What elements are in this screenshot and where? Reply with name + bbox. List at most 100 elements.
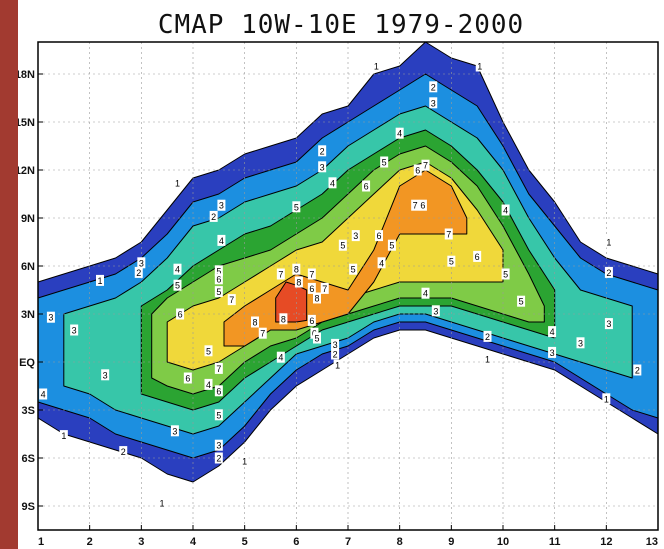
contour-label-box xyxy=(501,268,510,280)
contour-label: 8 xyxy=(294,265,299,275)
y-tick-label: EQ xyxy=(19,357,35,369)
contour-label-box xyxy=(604,318,613,330)
contour-label: 2 xyxy=(320,146,325,156)
contour-label: 4 xyxy=(397,129,402,139)
x-tick-label: 12 xyxy=(600,536,612,548)
contour-label: 5 xyxy=(503,270,508,280)
contour-label-box xyxy=(517,295,526,307)
contour-label-box xyxy=(307,268,316,280)
contour-label-box xyxy=(418,199,427,211)
contour-label-box xyxy=(214,273,223,285)
contour-label: 2 xyxy=(333,350,338,360)
contour-label-box xyxy=(375,230,383,242)
contour-plot: 18N15N12N9N6N3NEQ3S6S9S12345678910111213… xyxy=(18,41,659,548)
contour-label-box xyxy=(483,330,492,342)
y-tick-label: 9S xyxy=(22,501,35,513)
contour-label: 7 xyxy=(278,270,283,280)
contour-label-box xyxy=(170,425,179,437)
contour-label-box xyxy=(372,60,381,72)
contour-label-box xyxy=(214,385,223,397)
contour-label-box xyxy=(447,255,456,267)
contour-label-box xyxy=(429,81,438,93)
contour-label-box xyxy=(214,362,223,374)
contour-label: 2 xyxy=(635,366,640,376)
contour-label: 1 xyxy=(61,431,66,441)
contour-label-box xyxy=(101,369,110,381)
contour-label-box xyxy=(576,337,585,349)
y-tick-label: 12N xyxy=(18,165,35,177)
contour-label: 2 xyxy=(485,332,490,342)
contour-label-box xyxy=(292,263,301,275)
contour-label: 4 xyxy=(206,380,211,390)
contour-label: 3 xyxy=(431,98,436,108)
contour-label-box xyxy=(351,230,360,242)
contour-label: 7 xyxy=(216,364,221,374)
contour-label-box xyxy=(328,177,337,189)
contour-label-box xyxy=(473,250,482,262)
contour-label-box xyxy=(338,239,347,251)
contour-label-box xyxy=(183,372,192,384)
contour-label-box xyxy=(633,364,642,376)
contour-label-box xyxy=(173,177,182,189)
contour-label-box xyxy=(258,327,267,339)
contour-label-box xyxy=(331,338,340,350)
contour-label: 5 xyxy=(216,410,221,420)
contour-label-box xyxy=(411,199,420,211)
contour-label: 2 xyxy=(216,454,221,464)
contour-label-box xyxy=(96,274,104,286)
contour-label-box xyxy=(217,199,226,211)
y-tick-label: 15N xyxy=(18,117,35,129)
contour-label: 6 xyxy=(309,284,314,294)
x-tick-label: 11 xyxy=(549,536,561,548)
contour-label-box xyxy=(134,266,143,278)
contour-label-box xyxy=(59,430,68,442)
contour-label: 4 xyxy=(550,327,555,337)
contour-label-box xyxy=(333,359,342,371)
x-tick-label: 5 xyxy=(242,536,248,548)
contour-label: 6 xyxy=(364,182,369,192)
contour-label: 7 xyxy=(423,161,428,171)
contour-label-box xyxy=(413,164,422,176)
contour-label: 2 xyxy=(211,212,216,222)
contour-label: 1 xyxy=(485,354,490,364)
contour-label: 3 xyxy=(606,319,611,329)
contour-label-box xyxy=(387,239,396,251)
contour-label: 2 xyxy=(136,268,141,278)
contour-band-8 xyxy=(275,281,308,323)
x-tick-label: 2 xyxy=(87,536,93,548)
contour-label: 1 xyxy=(242,457,247,467)
contour-label: 6 xyxy=(216,386,221,396)
x-tick-label: 13 xyxy=(646,536,658,548)
contour-label: 6 xyxy=(178,310,183,320)
x-tick-label: 9 xyxy=(448,536,454,548)
contour-label: 1 xyxy=(604,394,609,404)
contour-label: 6 xyxy=(376,231,381,241)
contour-label-box xyxy=(318,145,327,157)
contour-label: 3 xyxy=(219,201,224,211)
contour-label: 4 xyxy=(278,353,283,363)
y-tick-label: 6N xyxy=(21,261,35,273)
contour-label-box xyxy=(173,279,182,291)
contour-label-box xyxy=(320,282,329,294)
contour-label: 5 xyxy=(216,266,221,276)
contour-label-box xyxy=(313,292,321,304)
contour-label-box xyxy=(548,326,557,338)
contour-label: 7 xyxy=(260,329,265,339)
contour-label-box xyxy=(119,446,128,458)
contour-label: 8 xyxy=(314,294,319,304)
contour-label: 5 xyxy=(449,257,454,267)
contour-label-box xyxy=(307,314,316,326)
contour-label-box xyxy=(501,204,510,216)
contour-label: 5 xyxy=(175,281,180,291)
contour-label: 1 xyxy=(175,178,180,188)
contour-label-box xyxy=(377,257,386,269)
contour-label: 3 xyxy=(578,338,583,348)
x-tick-label: 4 xyxy=(190,536,197,548)
contour-label: 7 xyxy=(413,201,418,211)
contour-label: 7 xyxy=(229,295,234,305)
contour-label-box xyxy=(421,287,430,299)
contour-label: 2 xyxy=(431,82,436,92)
contour-label: 5 xyxy=(294,202,299,212)
contour-label-box xyxy=(214,265,223,277)
contour-label-box xyxy=(173,263,182,275)
